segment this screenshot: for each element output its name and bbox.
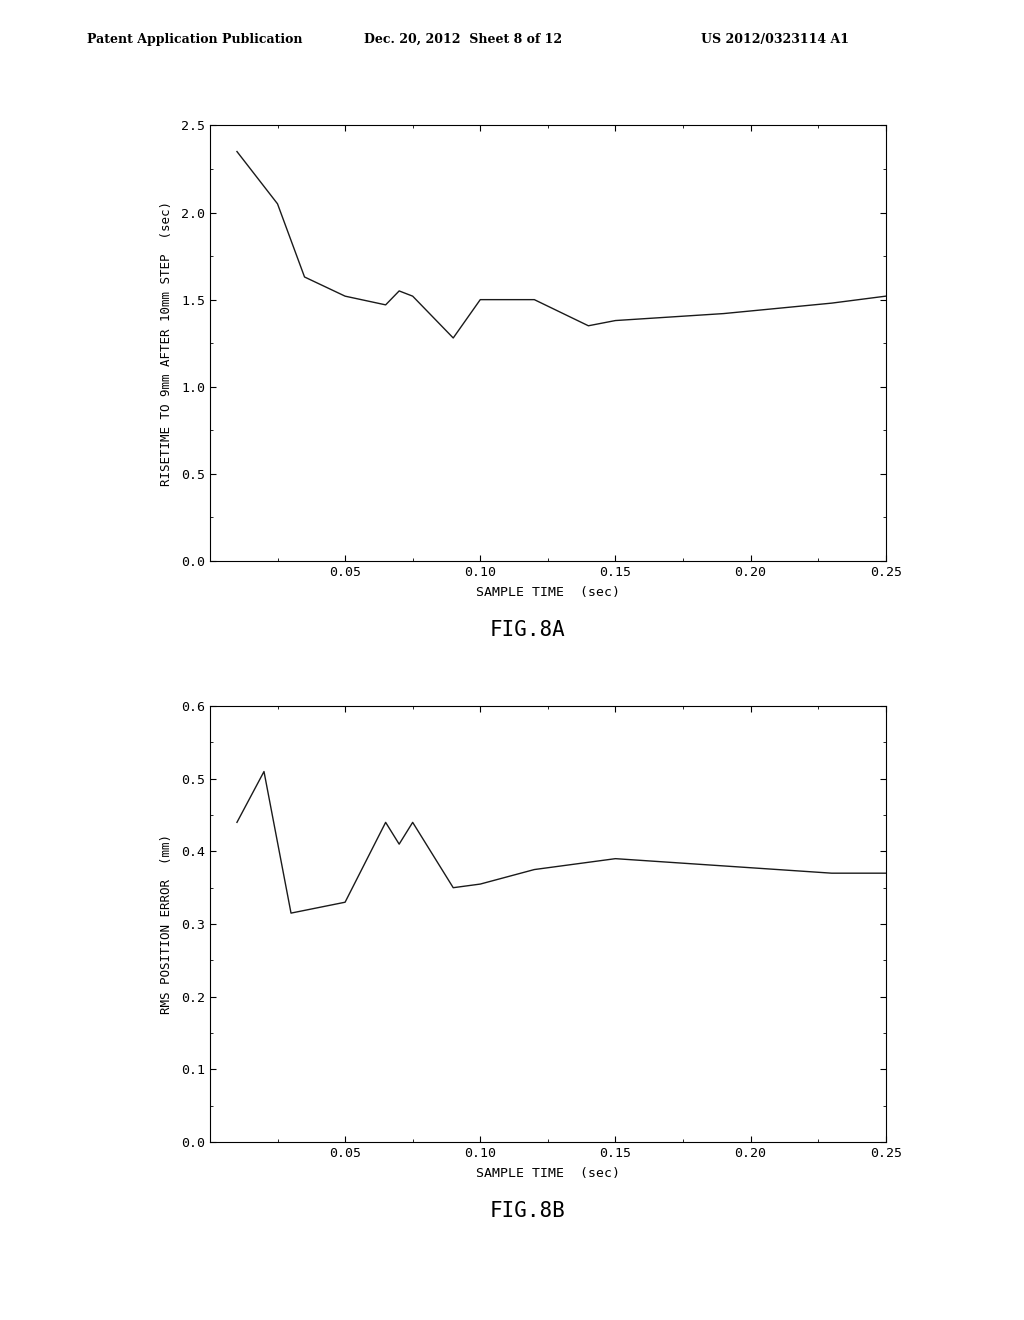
Text: Patent Application Publication: Patent Application Publication — [87, 33, 302, 46]
X-axis label: SAMPLE TIME  (sec): SAMPLE TIME (sec) — [476, 586, 620, 599]
Text: FIG.8B: FIG.8B — [489, 1201, 565, 1221]
Y-axis label: RISETIME TO 9mm AFTER 10mm STEP  (sec): RISETIME TO 9mm AFTER 10mm STEP (sec) — [160, 201, 173, 486]
X-axis label: SAMPLE TIME  (sec): SAMPLE TIME (sec) — [476, 1167, 620, 1180]
Text: Dec. 20, 2012  Sheet 8 of 12: Dec. 20, 2012 Sheet 8 of 12 — [364, 33, 561, 46]
Text: FIG.8A: FIG.8A — [489, 620, 565, 640]
Y-axis label: RMS POSITION ERROR  (mm): RMS POSITION ERROR (mm) — [160, 834, 173, 1014]
Text: US 2012/0323114 A1: US 2012/0323114 A1 — [701, 33, 850, 46]
